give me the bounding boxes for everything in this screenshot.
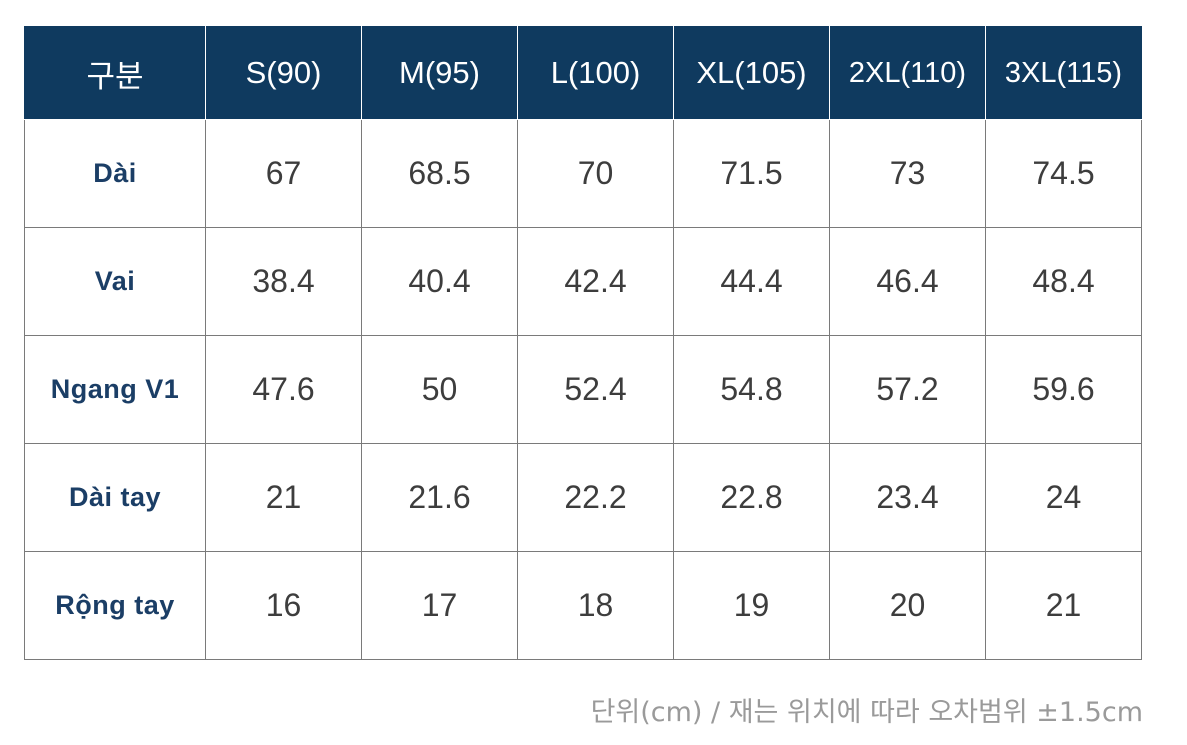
table-cell: 47.6 xyxy=(205,335,362,444)
table-cell: 21 xyxy=(985,551,1142,660)
table-cell: 21 xyxy=(205,443,362,552)
table-cell: 74.5 xyxy=(985,119,1142,228)
table-cell: 54.8 xyxy=(673,335,830,444)
table-cell: 40.4 xyxy=(361,227,518,336)
table-cell: 16 xyxy=(205,551,362,660)
row-label: Rộng tay xyxy=(24,551,206,660)
table-cell: 19 xyxy=(673,551,830,660)
table-cell: 42.4 xyxy=(517,227,674,336)
table-cell: 48.4 xyxy=(985,227,1142,336)
table-row: Rộng tay 16 17 18 19 20 21 xyxy=(24,551,1142,660)
table-cell: 17 xyxy=(361,551,518,660)
table-row: Ngang V1 47.6 50 52.4 54.8 57.2 59.6 xyxy=(24,335,1142,444)
size-header-s: S(90) xyxy=(205,26,362,120)
size-header-m: M(95) xyxy=(361,26,518,120)
table-cell: 24 xyxy=(985,443,1142,552)
table-row: Vai 38.4 40.4 42.4 44.4 46.4 48.4 xyxy=(24,227,1142,336)
table-cell: 52.4 xyxy=(517,335,674,444)
size-chart-table: 구분 S(90) M(95) L(100) XL(105) 2XL(110) 3… xyxy=(24,26,1142,660)
row-label: Ngang V1 xyxy=(24,335,206,444)
table-cell: 18 xyxy=(517,551,674,660)
table-cell: 71.5 xyxy=(673,119,830,228)
table-cell: 21.6 xyxy=(361,443,518,552)
table-cell: 22.2 xyxy=(517,443,674,552)
size-header-xl: XL(105) xyxy=(673,26,830,120)
table-cell: 44.4 xyxy=(673,227,830,336)
size-header-l: L(100) xyxy=(517,26,674,120)
table-cell: 68.5 xyxy=(361,119,518,228)
row-label: Dài tay xyxy=(24,443,206,552)
row-label: Vai xyxy=(24,227,206,336)
corner-header: 구분 xyxy=(24,26,206,120)
table-cell: 22.8 xyxy=(673,443,830,552)
measurement-footnote: 단위(cm) / 재는 위치에 따라 오차범위 ±1.5cm xyxy=(590,697,1143,728)
table-cell: 23.4 xyxy=(829,443,986,552)
table-cell: 38.4 xyxy=(205,227,362,336)
size-header-row: 구분 S(90) M(95) L(100) XL(105) 2XL(110) 3… xyxy=(24,26,1142,120)
size-header-2xl: 2XL(110) xyxy=(829,26,986,120)
table-row: Dài 67 68.5 70 71.5 73 74.5 xyxy=(24,119,1142,228)
table-cell: 20 xyxy=(829,551,986,660)
table-cell: 70 xyxy=(517,119,674,228)
table-row: Dài tay 21 21.6 22.2 22.8 23.4 24 xyxy=(24,443,1142,552)
table-cell: 67 xyxy=(205,119,362,228)
table-cell: 73 xyxy=(829,119,986,228)
table-cell: 59.6 xyxy=(985,335,1142,444)
row-label: Dài xyxy=(24,119,206,228)
table-cell: 50 xyxy=(361,335,518,444)
table-cell: 57.2 xyxy=(829,335,986,444)
table-cell: 46.4 xyxy=(829,227,986,336)
size-header-3xl: 3XL(115) xyxy=(985,26,1142,120)
